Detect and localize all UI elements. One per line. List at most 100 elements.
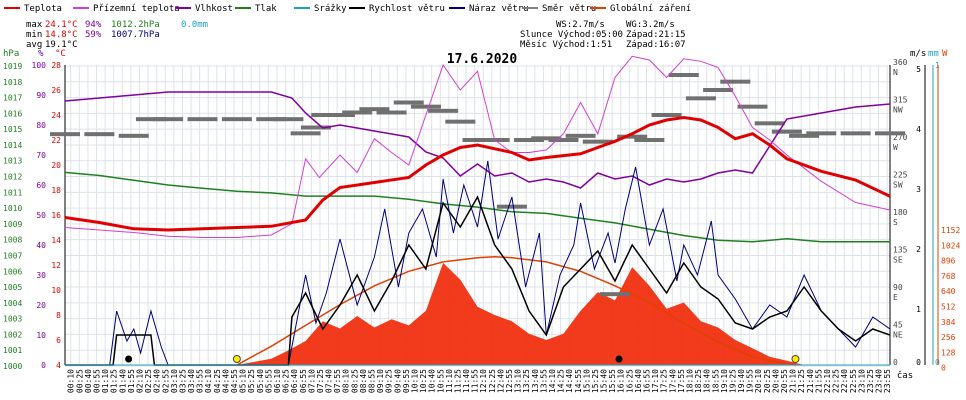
hpa-tick-label: 1001	[3, 346, 22, 355]
wind-direction-mark	[582, 139, 613, 144]
x-tick-label: 01:25	[110, 369, 119, 393]
temp-tick-label: 8	[56, 311, 61, 320]
sun-rise: Slunce Východ:05:00	[520, 30, 623, 40]
wind-direction-mark	[514, 138, 545, 142]
dir-name-label: S	[893, 218, 898, 227]
stat-min-label: min	[26, 30, 42, 40]
temp-tick-label: 22	[51, 136, 61, 145]
dir-tick-label: 45	[893, 321, 903, 330]
wind-direction-mark	[410, 104, 441, 109]
ms-tick-label: 5	[916, 65, 921, 74]
legend-label: Globální záření	[610, 4, 691, 14]
moon-set: Západ:16:07	[626, 40, 686, 50]
x-tick-label: 09:10	[376, 369, 385, 393]
legend-label: Přízemní teplota	[93, 4, 180, 14]
x-tick-label: 03:10	[170, 369, 179, 393]
x-tick-label: 23:10	[857, 369, 866, 393]
x-tick-label: 18:55	[711, 369, 720, 393]
wind-direction-mark	[359, 107, 390, 112]
wind-direction-mark	[496, 204, 527, 209]
ground-temperature-line	[64, 55, 891, 238]
temp-tick-label: 28	[51, 61, 61, 70]
sunrise-marker	[232, 355, 241, 363]
wind-direction-mark	[325, 113, 355, 117]
axes: 00:10 00:25 00:40 00:55 01:10 01:25 01:40 01:55…	[3, 49, 960, 393]
hum-tick-label: 100	[32, 61, 47, 70]
wind-direction-mark	[754, 121, 785, 126]
hum-tick-label: 30	[36, 271, 46, 280]
wind-direction-mark	[875, 131, 905, 136]
x-tick-label: 21:55	[814, 369, 823, 393]
hpa-axis-title: hPa	[3, 49, 19, 59]
x-tick-label: 08:10	[342, 369, 351, 393]
x-tick-label: 00:10	[67, 369, 76, 393]
ms-tick-label: 3	[916, 185, 921, 194]
w-tick-label: 128	[941, 348, 956, 357]
hpa-tick-label: 1010	[3, 204, 22, 213]
wind-direction-mark	[221, 117, 252, 122]
x-tick-label: 19:25	[728, 369, 737, 393]
x-tick-label: 04:55	[230, 369, 239, 393]
x-tick-label: 00:40	[84, 369, 93, 393]
x-tick-label: 16:25	[625, 369, 634, 393]
temperature-line	[64, 115, 891, 232]
dir-tick-label: 0	[893, 358, 898, 367]
x-tick-label: 08:40	[359, 369, 368, 393]
wind-direction-mark	[548, 138, 579, 142]
wg-value: WG:3.2m/s	[626, 20, 675, 30]
wind-direction-mark	[617, 134, 648, 139]
hum-tick-label: 70	[36, 151, 46, 160]
x-tick-label: 08:55	[368, 369, 377, 393]
wind-direction-mark	[342, 110, 373, 115]
w-tick-label: 768	[941, 272, 956, 281]
ms-tick-label: 0	[916, 358, 921, 367]
x-tick-label: 12:25	[488, 369, 497, 393]
sun-moon-block: WS:2.7m/s WG:3.2m/s Slunce Východ:05:00 …	[520, 20, 686, 50]
temp-tick-label: 20	[51, 161, 61, 170]
x-tick-label: 23:40	[875, 369, 884, 393]
x-tick-label: 16:55	[643, 369, 652, 393]
x-tick-label: 15:40	[600, 369, 609, 393]
wind-direction-mark	[531, 136, 562, 141]
w-tick-label: 1024	[941, 241, 960, 250]
x-tick-label: 10:55	[436, 369, 445, 393]
x-tick-label: 21:25	[797, 369, 806, 393]
x-tick-label: 05:10	[239, 369, 248, 393]
x-tick-label: 00:55	[93, 369, 102, 393]
w-tick-label: 0	[941, 364, 946, 373]
stat-avg-temp: 19.1°C	[45, 40, 78, 50]
hpa-tick-label: 1018	[3, 78, 22, 87]
x-tick-label: 19:40	[737, 369, 746, 393]
wind-direction-mark	[445, 119, 476, 124]
legend: Teplota Přízemní teplota Vlhkost Tlak Srážky…	[4, 4, 691, 14]
temp-tick-label: 18	[51, 186, 61, 195]
temp-axis-title: °C	[55, 49, 66, 59]
stats-block: max 24.1°C 94% 1012.2hPa 0.0mm min 14.8°…	[26, 20, 208, 50]
temp-tick-label: 26	[51, 86, 61, 95]
wind-direction-mark	[840, 131, 871, 136]
x-tick-label: 14:10	[548, 369, 557, 393]
x-tick-label: 12:40	[496, 369, 505, 393]
wind-direction-mark	[685, 96, 716, 101]
stat-max-temp: 24.1°C	[45, 20, 78, 30]
temp-tick-label: 6	[56, 336, 61, 345]
dir-name-label: W	[893, 143, 898, 152]
stat-min-hum: 59%	[85, 30, 102, 40]
wind-direction-mark	[789, 133, 820, 138]
wind-direction-mark	[50, 132, 80, 137]
wind-direction-mark	[771, 129, 802, 134]
sun-set: Západ:21:15	[626, 30, 686, 40]
hpa-tick-label: 1002	[3, 330, 22, 339]
x-tick-label: 15:25	[591, 369, 600, 393]
wind-direction-mark	[153, 117, 184, 122]
dir-name-label: N	[893, 68, 898, 77]
x-tick-label: 17:10	[651, 369, 660, 393]
dir-name-label: E	[893, 293, 898, 302]
x-tick-label: 18:40	[703, 369, 712, 393]
moon-rise: Měsíc Východ:1:51	[520, 40, 612, 50]
w-tick-label: 896	[941, 257, 956, 266]
x-tick-label: 21:40	[806, 369, 815, 393]
hum-tick-label: 0	[41, 361, 46, 370]
stat-avg-label: avg	[26, 40, 42, 50]
